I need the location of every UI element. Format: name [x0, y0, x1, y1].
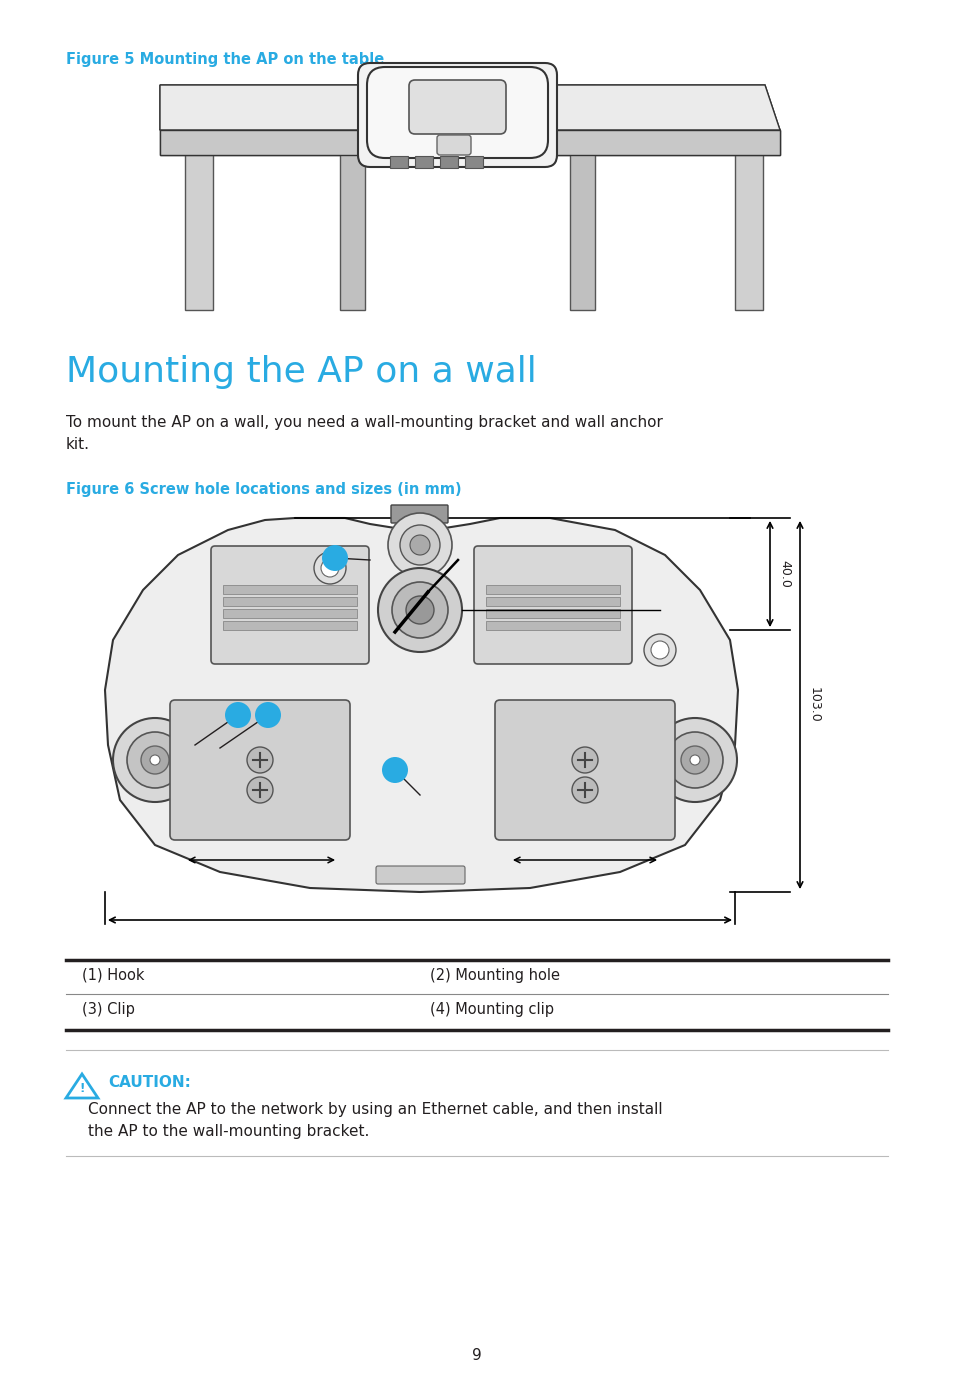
Circle shape: [572, 748, 598, 773]
Circle shape: [666, 732, 722, 788]
Circle shape: [689, 755, 700, 766]
Text: Connect the AP to the network by using an Ethernet cable, and then install
the A: Connect the AP to the network by using a…: [88, 1101, 662, 1139]
FancyBboxPatch shape: [367, 66, 547, 158]
Text: !: !: [79, 1082, 85, 1096]
Text: (4) Mounting clip: (4) Mounting clip: [430, 1002, 554, 1017]
FancyBboxPatch shape: [495, 701, 675, 840]
Polygon shape: [160, 100, 780, 130]
Text: CAUTION:: CAUTION:: [108, 1075, 191, 1090]
Circle shape: [399, 525, 439, 565]
FancyBboxPatch shape: [390, 156, 408, 169]
Text: 9: 9: [472, 1347, 481, 1363]
FancyBboxPatch shape: [439, 156, 457, 169]
Polygon shape: [160, 130, 780, 155]
Text: (2) Mounting hole: (2) Mounting hole: [430, 967, 559, 983]
Polygon shape: [160, 130, 780, 155]
Polygon shape: [105, 518, 738, 891]
Polygon shape: [339, 86, 365, 310]
FancyBboxPatch shape: [464, 156, 482, 169]
Text: 103.0: 103.0: [807, 687, 821, 723]
FancyBboxPatch shape: [375, 867, 464, 884]
FancyBboxPatch shape: [223, 597, 356, 605]
Circle shape: [388, 513, 452, 578]
FancyBboxPatch shape: [415, 156, 433, 169]
Circle shape: [112, 719, 196, 802]
Polygon shape: [160, 86, 780, 130]
Circle shape: [410, 535, 430, 556]
Circle shape: [254, 702, 281, 728]
Text: Mounting the AP on a wall: Mounting the AP on a wall: [66, 355, 537, 388]
FancyBboxPatch shape: [223, 585, 356, 594]
Circle shape: [322, 545, 348, 571]
Circle shape: [314, 551, 346, 585]
FancyBboxPatch shape: [357, 64, 557, 167]
Polygon shape: [66, 1074, 98, 1099]
Circle shape: [377, 568, 461, 652]
FancyBboxPatch shape: [474, 546, 631, 663]
FancyBboxPatch shape: [170, 701, 350, 840]
Text: 40.0: 40.0: [778, 560, 790, 587]
FancyBboxPatch shape: [223, 621, 356, 630]
FancyBboxPatch shape: [485, 585, 619, 594]
Text: To mount the AP on a wall, you need a wall-mounting bracket and wall anchor
kit.: To mount the AP on a wall, you need a wa…: [66, 415, 662, 452]
Circle shape: [320, 558, 338, 578]
Circle shape: [247, 748, 273, 773]
Polygon shape: [160, 86, 780, 130]
FancyBboxPatch shape: [485, 621, 619, 630]
Circle shape: [127, 732, 183, 788]
Circle shape: [680, 746, 708, 774]
Circle shape: [225, 702, 251, 728]
Circle shape: [150, 755, 160, 766]
FancyBboxPatch shape: [211, 546, 369, 663]
Circle shape: [572, 777, 598, 803]
Circle shape: [392, 582, 448, 638]
Circle shape: [650, 641, 668, 659]
FancyBboxPatch shape: [485, 597, 619, 605]
FancyBboxPatch shape: [485, 609, 619, 618]
Polygon shape: [569, 86, 595, 310]
Polygon shape: [185, 155, 213, 310]
Circle shape: [381, 757, 408, 784]
FancyBboxPatch shape: [223, 609, 356, 618]
Text: Figure 6 Screw hole locations and sizes (in mm): Figure 6 Screw hole locations and sizes …: [66, 482, 461, 498]
Circle shape: [643, 634, 676, 666]
Circle shape: [141, 746, 169, 774]
FancyBboxPatch shape: [436, 135, 471, 155]
Circle shape: [652, 719, 737, 802]
Circle shape: [247, 777, 273, 803]
Text: (1) Hook: (1) Hook: [82, 967, 144, 983]
FancyBboxPatch shape: [409, 80, 505, 134]
Text: Figure 5 Mounting the AP on the table: Figure 5 Mounting the AP on the table: [66, 53, 384, 66]
Polygon shape: [734, 155, 762, 310]
FancyBboxPatch shape: [391, 504, 448, 522]
Circle shape: [406, 596, 434, 625]
Text: (3) Clip: (3) Clip: [82, 1002, 134, 1017]
